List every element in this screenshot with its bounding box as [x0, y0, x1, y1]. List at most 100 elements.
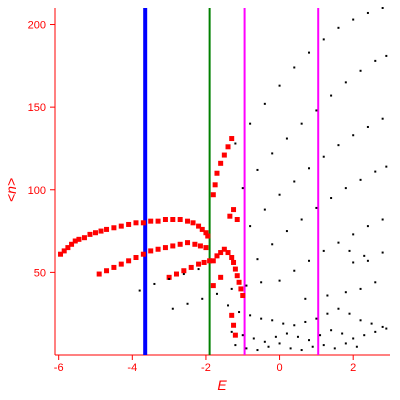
black-dot-point [282, 322, 285, 325]
red-square-point [104, 226, 110, 232]
red-square-point [148, 218, 154, 224]
red-square-point [81, 235, 87, 241]
black-dot-point [168, 277, 171, 280]
black-dot-point [278, 342, 281, 345]
black-dot-point [326, 294, 329, 297]
black-dot-point [138, 289, 141, 292]
black-dot-point [271, 152, 274, 155]
black-dot-point [263, 208, 266, 211]
black-dot-point [374, 281, 377, 284]
black-dot-point [171, 307, 174, 310]
red-square-point [218, 250, 224, 256]
red-square-point [177, 217, 183, 223]
red-square-point [188, 264, 194, 270]
black-dot-point [304, 297, 307, 300]
black-dot-point [249, 122, 252, 125]
red-square-point [104, 268, 110, 274]
x-tick-label: -6 [54, 362, 64, 374]
red-square-point [234, 273, 240, 279]
black-dot-point [278, 84, 281, 87]
black-dot-point [296, 335, 299, 338]
black-dot-point [293, 324, 296, 327]
red-square-point [155, 246, 161, 252]
red-square-point [177, 241, 183, 247]
black-dot-point [363, 254, 366, 257]
black-dot-point [374, 170, 377, 173]
red-square-point [229, 255, 235, 261]
red-square-point [210, 192, 216, 198]
red-square-point [227, 213, 233, 219]
red-square-point [221, 152, 227, 158]
red-square-point [205, 233, 211, 239]
black-dot-point [385, 165, 388, 168]
black-dot-point [359, 319, 362, 322]
black-dot-point [366, 125, 369, 128]
red-square-point [185, 240, 191, 246]
y-tick-label: 50 [34, 267, 46, 279]
black-dot-point [374, 330, 377, 333]
black-dot-point [285, 332, 288, 335]
y-axis-label: <n> [3, 178, 19, 202]
black-dot-point [352, 134, 355, 137]
axes [50, 8, 390, 360]
red-square-point [234, 217, 240, 223]
x-tick-label: -2 [201, 362, 211, 374]
red-square-point [203, 230, 209, 236]
red-square-point [126, 221, 132, 227]
red-square-point [170, 243, 176, 249]
red-square-point [65, 245, 71, 251]
black-dot-point [352, 261, 355, 264]
black-dot-point [359, 69, 362, 72]
black-dot-point [256, 349, 259, 352]
x-tick-label: -4 [127, 362, 137, 374]
red-square-point [111, 264, 117, 270]
red-square-point [69, 241, 75, 247]
red-square-point [162, 217, 168, 223]
black-dot-point [337, 144, 340, 147]
red-square-point [231, 259, 237, 265]
black-dot-point [322, 155, 325, 158]
black-dot-point [238, 311, 241, 314]
black-dot-point [234, 142, 237, 145]
black-dot-point [293, 180, 296, 183]
black-dot-point [241, 187, 244, 190]
black-dot-point [381, 117, 384, 120]
red-square-point [58, 251, 64, 257]
black-dot-point [333, 347, 336, 350]
red-square-point [207, 258, 213, 264]
red-square-point [162, 245, 168, 251]
black-dot-point [278, 279, 281, 282]
tick-labels: -6 -4 -2 0 2 50 100 150 200 [28, 20, 357, 374]
red-square-point [87, 231, 93, 237]
black-dot-point [271, 319, 274, 322]
black-dot-point [315, 317, 318, 320]
black-dot-point [311, 345, 314, 348]
black-dot-point [230, 287, 233, 290]
black-dot-point [201, 297, 204, 300]
black-dot-point [355, 345, 358, 348]
black-dot-point [374, 59, 377, 62]
black-dot-point [348, 312, 351, 315]
black-dot-point [285, 137, 288, 140]
red-square-point [72, 238, 78, 244]
red-square-point [111, 225, 117, 231]
red-square-point [218, 274, 224, 280]
black-dot-point [227, 304, 230, 307]
red-square-point [231, 322, 237, 328]
black-dot-point [381, 251, 384, 254]
black-dot-point [352, 233, 355, 236]
red-square-point [118, 223, 124, 229]
red-square-point [214, 253, 220, 259]
red-square-point [126, 258, 132, 264]
red-square-point [214, 170, 220, 176]
red-square-point [225, 144, 231, 150]
black-dot-point [344, 342, 347, 345]
red-square-point [229, 136, 235, 142]
black-dot-point [363, 334, 366, 337]
black-dot-point [315, 109, 318, 112]
black-dot-point [274, 335, 277, 338]
black-dot-point [352, 337, 355, 340]
black-dot-point [370, 322, 373, 325]
black-dot-point [267, 345, 270, 348]
black-dot-point [344, 291, 347, 294]
